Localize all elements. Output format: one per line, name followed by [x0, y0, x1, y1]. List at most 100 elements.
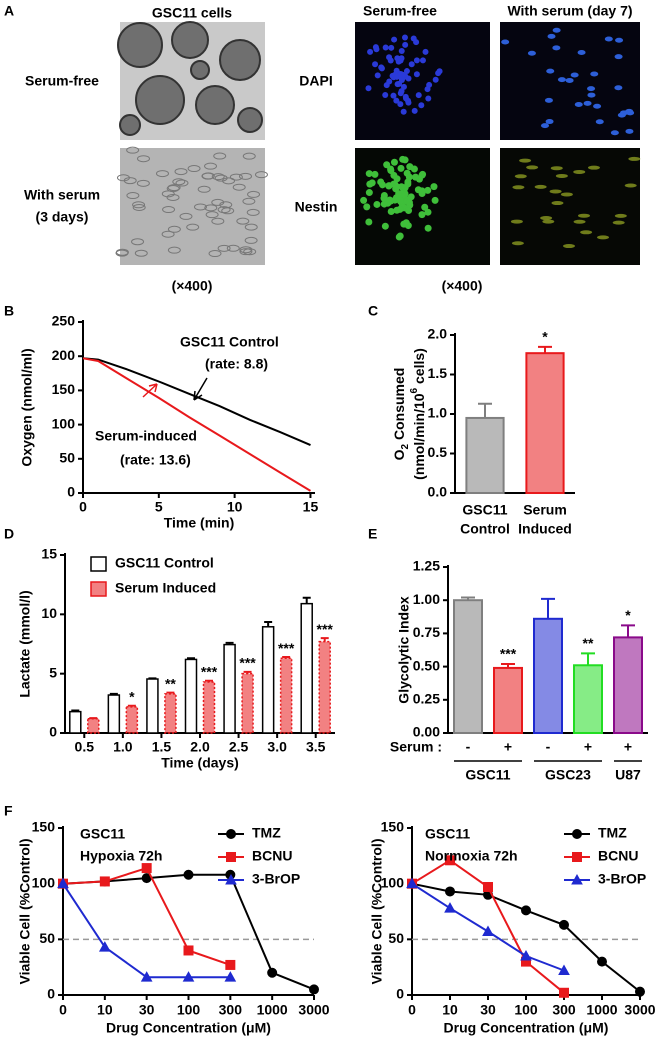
x-tick-label: 3.5: [306, 739, 326, 755]
stained-cell: [510, 219, 523, 224]
error-bar: [205, 679, 213, 682]
bar: [184, 658, 198, 734]
row-label: (3 days): [36, 209, 89, 225]
stained-cell: [550, 166, 563, 171]
point: [309, 984, 319, 995]
error-bar: [148, 677, 157, 680]
x-tick-label: 30: [480, 1002, 496, 1018]
spheroid: [195, 85, 235, 125]
stained-cell: [399, 155, 407, 163]
stained-cell: [397, 164, 405, 172]
error-bar: [89, 717, 98, 720]
y-tick-label: 0: [49, 724, 57, 740]
cell: [155, 170, 169, 178]
stained-cell: [587, 165, 600, 170]
error-bar: [282, 656, 291, 659]
nucleus: [386, 78, 393, 85]
significance: ***: [201, 663, 218, 679]
cell: [201, 172, 215, 180]
nucleus: [397, 101, 404, 108]
cell: [126, 192, 140, 200]
cell: [217, 244, 231, 252]
cell: [116, 174, 130, 182]
cell: [226, 244, 240, 252]
error-bar: [225, 641, 234, 645]
error-bar: [109, 692, 118, 696]
stained-cell: [386, 196, 394, 204]
serum-sign: +: [504, 739, 512, 755]
cell: [242, 152, 256, 160]
x-tick-label: 0: [79, 499, 87, 515]
nucleus: [574, 102, 583, 108]
cell: [161, 230, 175, 238]
magnification: (×400): [172, 278, 213, 294]
x-tick-label: Serum: [523, 502, 567, 518]
nucleus: [397, 90, 404, 97]
cell: [204, 204, 218, 212]
cell: [238, 172, 252, 180]
stained-cell: [387, 165, 395, 173]
x-tick-label: 5: [155, 499, 163, 515]
stained-cell: [393, 183, 401, 191]
cell: [132, 201, 146, 209]
cell: [229, 173, 243, 181]
y-axis-label-part: Consumed: [391, 368, 407, 444]
y-tick-label: 1.5: [428, 365, 448, 381]
significance: ***: [278, 640, 295, 656]
spheroid: [117, 22, 163, 68]
y-tick-label: 5: [49, 664, 57, 680]
significance: ***: [317, 621, 334, 637]
y-tick-label: 150: [32, 819, 56, 835]
bar: [202, 681, 216, 734]
stained-cell: [514, 174, 527, 179]
stained-cell: [363, 203, 371, 211]
bar: [318, 640, 331, 734]
annotation: (rate: 13.6): [120, 452, 191, 468]
nucleus: [373, 46, 380, 53]
cell: [211, 217, 225, 225]
y-tick-label: 200: [52, 347, 76, 363]
stained-cell: [421, 203, 429, 211]
error-bar: [243, 670, 252, 674]
nucleus: [527, 50, 536, 56]
stained-cell: [366, 180, 374, 188]
x-tick-label: 1.5: [152, 739, 172, 755]
y-tick-label: 250: [52, 313, 76, 329]
nucleus: [610, 130, 619, 136]
y-tick-label: 1.00: [413, 591, 440, 607]
cell: [211, 173, 225, 181]
spheroid: [119, 114, 141, 136]
cell: [205, 211, 219, 219]
cell: [244, 223, 258, 231]
nucleus: [401, 34, 408, 41]
cell: [137, 155, 151, 163]
point: [267, 967, 278, 978]
cell: [244, 236, 258, 244]
y-axis-label: (nmol/min/106 cells): [409, 348, 427, 480]
error-bar: [501, 662, 515, 668]
cell: [242, 197, 256, 205]
cell: [132, 203, 146, 211]
y-tick-label: 0.5: [428, 444, 448, 460]
nucleus: [577, 50, 586, 56]
error-bar: [302, 596, 311, 604]
stained-cell: [401, 184, 409, 192]
annotation: Hypoxia 72h: [80, 848, 162, 864]
point: [141, 863, 152, 874]
stained-cell: [614, 213, 627, 218]
nucleus: [391, 36, 398, 43]
x-tick-label: GSC11: [462, 502, 507, 518]
stained-cell: [381, 222, 389, 230]
spheroid: [237, 107, 263, 133]
stained-cell: [380, 200, 388, 208]
y-axis-label: Lactate (mmol/l): [17, 590, 33, 697]
point: [224, 971, 237, 982]
bar: [223, 643, 236, 734]
y-tick-label: 0.00: [413, 724, 440, 740]
stained-cell: [378, 181, 386, 189]
legend-label: GSC11 Control: [115, 555, 214, 571]
spheroid: [135, 75, 185, 125]
nucleus: [557, 77, 566, 83]
spheroid: [219, 39, 261, 81]
